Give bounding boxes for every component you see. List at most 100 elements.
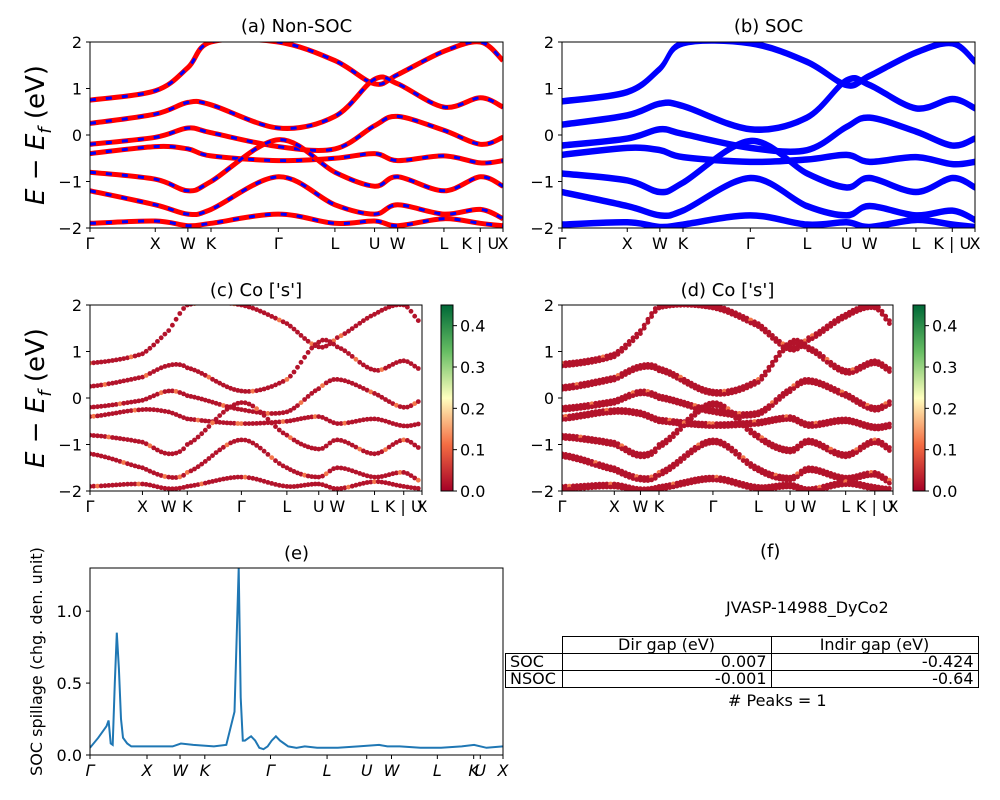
scatter-point bbox=[608, 410, 613, 416]
scatter-point bbox=[117, 482, 123, 488]
scatter-point bbox=[408, 308, 414, 314]
scatter-point bbox=[188, 416, 194, 422]
x-tick-label-d: W bbox=[633, 497, 649, 516]
scatter-point bbox=[323, 337, 329, 343]
band-line bbox=[90, 137, 503, 194]
x-tick-label-b: X bbox=[970, 234, 981, 253]
scatter-point bbox=[147, 345, 153, 351]
scatter-point bbox=[353, 469, 359, 475]
scatter-point bbox=[725, 424, 731, 429]
scatter-point bbox=[567, 436, 572, 442]
scatter-point bbox=[813, 351, 819, 357]
scatter-point bbox=[320, 415, 325, 420]
scatter-point bbox=[857, 484, 863, 489]
scatter-point bbox=[102, 403, 108, 409]
scatter-point bbox=[95, 360, 100, 365]
scatter-point bbox=[615, 410, 621, 415]
scatter-point bbox=[320, 446, 325, 451]
scatter-point bbox=[170, 322, 175, 328]
scatter-point bbox=[368, 479, 374, 485]
scatter-point bbox=[316, 339, 322, 345]
scatter-point bbox=[737, 483, 742, 488]
scatter-point bbox=[721, 406, 727, 412]
scatter-point bbox=[652, 475, 658, 481]
scatter-point bbox=[342, 439, 348, 444]
scatter-point bbox=[412, 442, 418, 448]
scatter-point bbox=[563, 386, 569, 392]
scatter-point bbox=[678, 401, 683, 407]
scatter-point bbox=[188, 394, 194, 399]
scatter-point bbox=[649, 477, 654, 483]
scatter-point bbox=[334, 335, 340, 340]
scatter-point bbox=[585, 383, 591, 388]
scatter-point bbox=[578, 437, 584, 443]
scatter-point bbox=[415, 318, 421, 323]
scatter-point bbox=[570, 436, 576, 442]
scatter-point bbox=[597, 484, 602, 490]
scatter-point bbox=[136, 407, 142, 413]
x-tick-label-a: X bbox=[150, 234, 161, 253]
scatter-point bbox=[696, 445, 701, 451]
scatter-point bbox=[102, 483, 108, 489]
scatter-point bbox=[660, 471, 665, 477]
scatter-point bbox=[663, 370, 669, 376]
scatter-point bbox=[305, 338, 311, 344]
scatter-point bbox=[802, 380, 808, 385]
scatter-point bbox=[397, 423, 403, 428]
scatter-point bbox=[110, 380, 115, 386]
scatter-point bbox=[663, 305, 669, 309]
scatter-point bbox=[110, 435, 115, 440]
scatter-point bbox=[678, 305, 683, 308]
panel-title-b: (b) SOC bbox=[734, 16, 803, 37]
scatter-point bbox=[379, 449, 385, 455]
scatter-point bbox=[634, 477, 640, 482]
scatter-point bbox=[221, 476, 226, 482]
scatter-point bbox=[619, 471, 625, 477]
scatter-point bbox=[718, 392, 723, 397]
scatter-point bbox=[597, 358, 602, 364]
x-tick-label-e: W bbox=[384, 761, 401, 780]
scatter-point bbox=[280, 419, 286, 424]
scatter-point bbox=[696, 305, 701, 309]
scatter-point bbox=[787, 389, 793, 395]
scatter-point bbox=[638, 331, 643, 336]
band-line-split bbox=[562, 178, 975, 224]
scatter-point bbox=[257, 445, 263, 451]
scatter-point bbox=[98, 433, 104, 439]
scatter-point bbox=[806, 380, 811, 385]
scatter-point bbox=[364, 364, 370, 370]
scatter-point bbox=[839, 316, 845, 322]
scatter-point bbox=[368, 474, 374, 479]
scatter-point bbox=[706, 477, 712, 483]
scatter-point bbox=[824, 447, 830, 453]
scatter-point bbox=[132, 399, 138, 404]
scatter-point bbox=[671, 399, 676, 405]
scatter-point bbox=[696, 479, 701, 484]
scatter-point bbox=[623, 486, 628, 491]
scatter-point bbox=[699, 423, 705, 429]
scatter-point bbox=[795, 340, 800, 346]
scatter-point bbox=[288, 467, 293, 473]
scatter-point bbox=[623, 473, 628, 479]
scatter-point bbox=[604, 484, 610, 490]
scatter-point bbox=[671, 464, 676, 470]
scatter-point bbox=[288, 408, 293, 413]
scatter-point bbox=[140, 374, 145, 380]
scatter-point bbox=[254, 307, 259, 312]
scatter-point bbox=[261, 478, 267, 484]
scatter-point bbox=[611, 400, 617, 406]
scatter-point bbox=[397, 470, 403, 475]
scatter-point bbox=[312, 474, 318, 480]
x-tick-label-d: X bbox=[888, 497, 899, 516]
panel-title-a: (a) Non-SOC bbox=[241, 16, 352, 37]
scatter-point bbox=[269, 384, 275, 389]
soc-dir-gap: 0.007 bbox=[561, 653, 772, 671]
scatter-point bbox=[298, 483, 304, 489]
scatter-point bbox=[394, 470, 399, 476]
scatter-point bbox=[574, 457, 580, 463]
scatter-point bbox=[210, 479, 215, 484]
scatter-point bbox=[752, 422, 757, 427]
scatter-point bbox=[372, 416, 377, 422]
scatter-point bbox=[323, 483, 329, 489]
scatter-point bbox=[188, 468, 194, 474]
